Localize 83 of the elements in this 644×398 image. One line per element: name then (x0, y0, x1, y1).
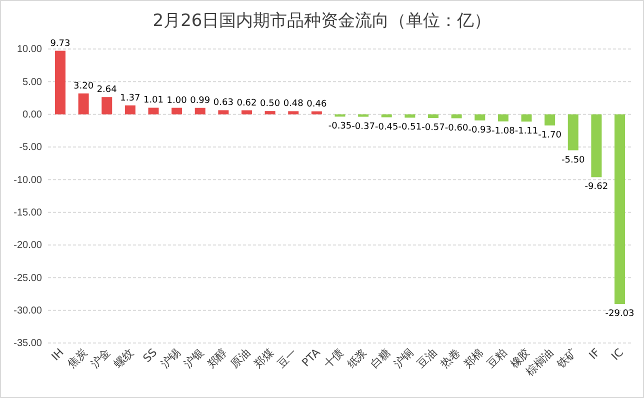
data-label: -0.35 (328, 122, 352, 132)
bar (172, 108, 182, 114)
bar (311, 111, 322, 114)
data-label: 9.73 (50, 38, 70, 49)
bar (218, 110, 229, 114)
x-tick-label: PTA (299, 346, 324, 370)
data-label: 1.00 (166, 96, 188, 106)
x-tick-label: 豆一 (274, 346, 300, 371)
y-tick-label: 0.00 (22, 110, 42, 121)
data-label: -0.45 (374, 122, 398, 132)
data-label: -0.57 (422, 123, 445, 134)
x-tick-label: 白糖 (368, 346, 393, 371)
data-label: 0.63 (213, 98, 234, 108)
y-tick-label: -5.00 (19, 142, 42, 154)
x-tick-label: 热卷 (438, 346, 463, 371)
y-tick-label: 5.00 (22, 76, 42, 88)
data-label: 2.64 (96, 85, 118, 96)
bar (544, 114, 556, 126)
bar (54, 50, 66, 114)
y-tick-label: 10.00 (16, 44, 42, 56)
y-tick-label: -15.00 (14, 208, 42, 219)
data-label: 0.62 (236, 98, 257, 108)
bar (568, 114, 578, 150)
bar (614, 114, 626, 304)
data-label: -9.62 (584, 182, 608, 192)
y-tick-label: -20.00 (14, 240, 42, 252)
x-tick-label: 焦炭 (64, 346, 90, 371)
y-tick-label: -10.00 (14, 174, 42, 186)
data-label: -1.08 (492, 126, 516, 136)
bar (591, 114, 602, 178)
x-tick-label: 纸浆 (344, 346, 370, 371)
data-label: -0.60 (444, 123, 468, 134)
x-tick-label: 郑醇 (204, 346, 230, 371)
bar (102, 97, 112, 114)
bar (404, 114, 416, 118)
bar (288, 111, 299, 114)
data-label: -29.03 (605, 308, 634, 319)
bar (194, 108, 206, 114)
data-label: 1.37 (120, 93, 140, 104)
bar (498, 114, 508, 122)
data-label: 0.46 (306, 99, 327, 110)
data-label: 0.50 (260, 99, 280, 110)
bar (381, 114, 392, 118)
x-tick-label: 沪锡 (158, 346, 183, 371)
data-label: 0.99 (190, 96, 210, 106)
bar (78, 93, 89, 114)
data-label: -0.51 (398, 122, 422, 133)
chart-title: 2月26日国内期市品种资金流向（单位：亿） (152, 11, 492, 31)
y-tick-label: -35.00 (14, 338, 42, 350)
bar (451, 114, 462, 118)
x-tick-label: 原油 (228, 346, 253, 371)
x-tick-label: IF (586, 346, 603, 362)
x-tick-label: 沪铜 (391, 346, 416, 371)
bar (264, 111, 276, 114)
x-tick-label: 郑煤 (251, 346, 276, 371)
x-tick-label: IC (608, 346, 626, 363)
data-label: 1.01 (143, 96, 164, 106)
x-tick-label: IH (49, 346, 66, 364)
data-label: 3.20 (74, 81, 94, 92)
data-label: -0.93 (468, 125, 492, 136)
x-tick-label: 豆油 (414, 346, 440, 371)
bar (358, 114, 369, 117)
data-label: -0.37 (352, 122, 375, 132)
y-tick-label: -30.00 (14, 306, 42, 317)
x-tick-label: 郑棉 (461, 346, 486, 371)
data-label: 0.48 (283, 99, 304, 110)
x-tick-label: 豆粕 (484, 346, 510, 371)
bar (428, 114, 438, 118)
data-label: -1.11 (514, 126, 538, 137)
x-tick-label: 十债 (321, 346, 346, 371)
bar (148, 108, 159, 114)
y-tick-label: -25.00 (14, 272, 42, 284)
bar (521, 114, 532, 122)
data-label: -1.70 (538, 130, 562, 140)
x-tick-label: 铁矿 (554, 346, 580, 372)
bar (242, 110, 252, 114)
bar (474, 114, 486, 120)
x-tick-label: 沪银 (181, 346, 206, 371)
data-label: -5.50 (561, 155, 586, 166)
x-tick-label: SS (140, 346, 160, 365)
x-tick-label: 螺纹 (112, 346, 136, 371)
x-tick-label: 沪金 (88, 346, 113, 371)
bar (124, 105, 136, 114)
